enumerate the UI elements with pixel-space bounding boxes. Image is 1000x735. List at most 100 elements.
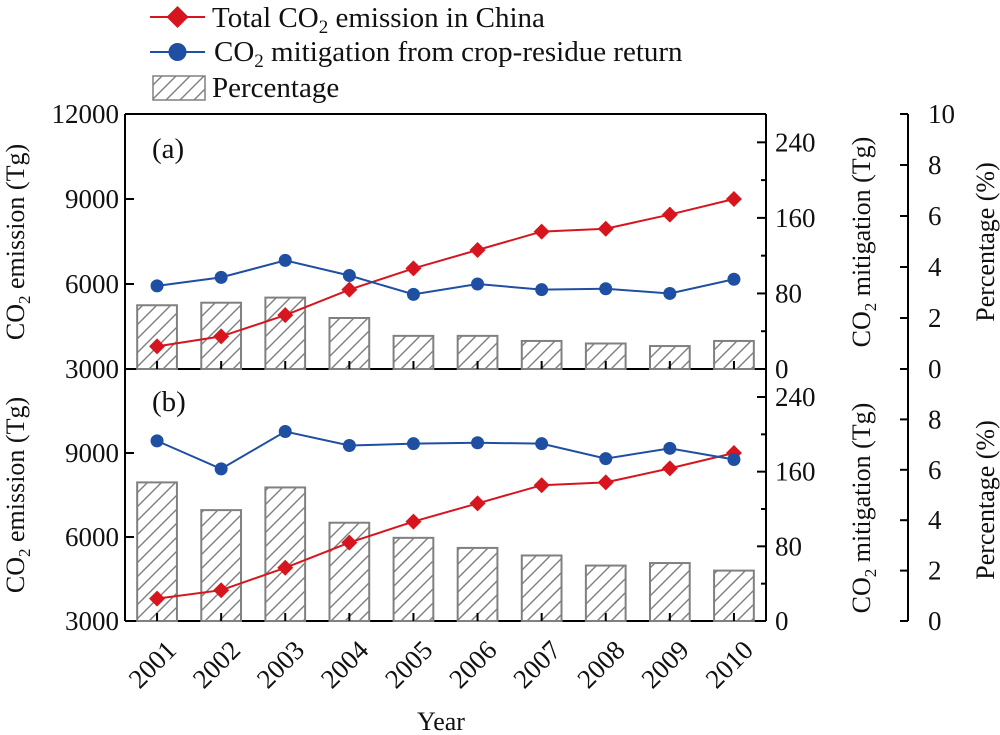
percentage-bar — [584, 564, 627, 622]
mitigation-point — [278, 253, 292, 267]
year-label: 2002 — [187, 635, 246, 694]
mitigation-point — [342, 439, 356, 453]
right-tick-label: 8 — [928, 404, 942, 434]
mitigation-point — [214, 270, 228, 284]
right-tick-label: 10 — [928, 99, 955, 129]
percentage-bar — [520, 554, 563, 622]
right-axis-title-b: Percentage (%) — [971, 420, 1000, 580]
percentage-bar — [264, 486, 307, 622]
left-axis-title-a: CO2 emission (Tg) — [1, 144, 34, 340]
right-tick-label: 6 — [928, 455, 942, 485]
panel-a: 3000 6000 9000 12000 0 80 160 240 0 2 4 6 8 10 (a) — [52, 99, 956, 384]
panel-label: (b) — [152, 386, 186, 418]
year-label: 2004 — [315, 634, 375, 694]
mitigation-point — [471, 436, 485, 450]
year-label: 2005 — [379, 635, 438, 694]
year-label: 2010 — [700, 635, 759, 694]
right-tick-label: 0 — [928, 606, 942, 636]
emission-point — [277, 307, 294, 324]
left-tick-label: 6000 — [65, 269, 119, 299]
mitigation-point — [663, 286, 677, 300]
mitigation-point — [150, 434, 164, 448]
percentage-bar — [200, 509, 243, 622]
left-tick-label: 9000 — [65, 438, 119, 468]
year-label: 2006 — [443, 635, 502, 694]
mitigation-point — [342, 269, 356, 282]
emission-point — [341, 281, 358, 298]
emission-point — [597, 220, 614, 237]
emission-point — [213, 582, 230, 599]
right-tick-label: 4 — [928, 252, 942, 282]
emission-point — [213, 328, 230, 345]
right-axis-title-a: Percentage (%) — [971, 162, 1000, 322]
emission-point — [469, 242, 486, 258]
left-tick-label: 3000 — [65, 354, 119, 384]
mitigation-point — [727, 453, 741, 467]
mitigation-point — [150, 279, 164, 293]
x-axis-title: Year — [417, 707, 465, 735]
panel-label: (a) — [152, 133, 184, 165]
legend-item-percentage: Percentage — [152, 72, 339, 104]
year-label: 2007 — [507, 635, 566, 694]
legend-percentage-swatch — [152, 75, 206, 101]
right-tick-label: 6 — [928, 201, 942, 231]
mitigation-point — [471, 277, 485, 291]
mid-tick-label: 240 — [775, 127, 816, 157]
percentage-bar — [136, 304, 178, 370]
mid-axis-title-a: CO2 mitigation (Tg) — [847, 137, 880, 348]
mitigation-point — [535, 283, 549, 297]
legend-emission-diamond — [166, 6, 189, 28]
left-tick-label: 3000 — [65, 606, 119, 636]
left-tick-label: 9000 — [65, 184, 119, 214]
right-tick-label: 8 — [928, 150, 942, 180]
mid-tick-label: 0 — [775, 606, 789, 636]
right-tick-label: 2 — [928, 556, 942, 586]
mitigation-point — [214, 462, 228, 476]
emission-point — [405, 260, 422, 277]
emission-point — [469, 495, 486, 512]
emission-point — [597, 474, 614, 491]
legend: Total CO2 emission in China CO2 mitigati… — [150, 2, 683, 104]
right-tick-label: 0 — [928, 354, 942, 384]
mitigation-line — [156, 259, 735, 296]
mid-axis-title-b: CO2 mitigation (Tg) — [847, 403, 880, 614]
mitigation-point — [278, 425, 292, 439]
mid-tick-label: 0 — [775, 354, 789, 384]
legend-item-mitigation: CO2 mitigation from crop-residue return — [150, 36, 683, 72]
left-tick-label: 6000 — [65, 522, 119, 552]
emission-point — [149, 590, 166, 607]
mitigation-point — [727, 272, 741, 286]
legend-emission-label: Total CO2 emission in China — [212, 2, 545, 38]
mid-tick-label: 160 — [775, 457, 816, 487]
year-label: 2003 — [251, 635, 310, 694]
mid-tick-label: 160 — [775, 203, 816, 233]
emission-point — [149, 338, 166, 355]
left-axis-title-b: CO2 emission (Tg) — [1, 397, 34, 593]
emission-point — [277, 559, 294, 576]
left-tick-label: 12000 — [52, 99, 120, 129]
right-tick-label: 2 — [928, 303, 942, 333]
mid-tick-label: 80 — [775, 531, 802, 561]
mitigation-point — [599, 452, 613, 466]
legend-mitigation-label: CO2 mitigation from crop-residue return — [214, 36, 683, 72]
emission-point — [533, 477, 550, 494]
percentage-bar — [328, 317, 371, 370]
panels: 300060009000120000801602400246810(a)3000… — [52, 99, 956, 694]
emission-line — [156, 452, 735, 600]
legend-mitigation-circle — [168, 43, 187, 61]
percentage-bar — [648, 562, 691, 622]
mitigation-point — [406, 437, 420, 451]
percentage-bar — [392, 536, 435, 623]
emission-point — [661, 206, 678, 223]
year-label: 2001 — [123, 635, 182, 694]
emission-point — [661, 460, 678, 477]
mitigation-point — [406, 287, 420, 301]
mitigation-point — [599, 282, 613, 296]
emission-point — [725, 191, 742, 207]
percentage-bar — [456, 546, 499, 622]
mitigation-point — [535, 437, 549, 451]
emission-line — [156, 198, 735, 348]
mitigation-line — [156, 430, 735, 470]
